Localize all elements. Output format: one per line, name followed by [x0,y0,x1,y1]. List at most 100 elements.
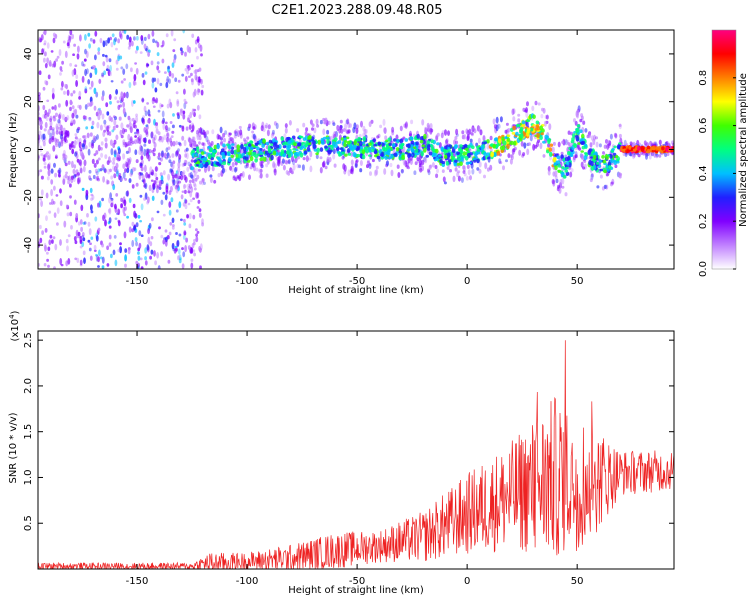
spectrogram-halo-blob [116,152,120,159]
spectrogram-noise-blob [74,257,78,261]
spectrogram-noise-blob [86,68,89,75]
spectrogram-halo-blob [534,100,538,106]
spectrogram-halo-blob [139,146,142,151]
spectrogram-core-blob [536,126,541,131]
spectrogram-noise-blob [190,258,194,262]
spectrogram-noise-blob [145,124,149,128]
spectrogram-noise-blob [53,212,57,219]
spectrogram-core-blob [291,135,296,140]
spectrogram-core-blob [399,138,404,144]
spectrogram-core-blob [244,156,249,161]
spectrogram-noise-blob [152,152,156,157]
spectrogram-noise-blob [58,103,61,108]
spectrogram-core-blob [603,169,607,174]
spectrogram-noise-blob [97,157,101,161]
spectrogram-noise-blob [112,125,116,131]
spectrogram-core-blob [651,149,656,153]
spectrogram-core-blob [565,161,570,166]
spectrogram-halo-blob [342,128,346,132]
spectrogram-halo-blob [122,139,126,145]
spectrogram-halo-blob [288,120,292,126]
spectrogram-noise-blob [135,113,139,118]
spectrogram-core-blob [454,159,458,163]
spectrogram-halo-blob [311,127,314,131]
spectrogram-halo-blob [193,181,196,187]
spectrogram-halo-blob [55,123,59,131]
spectrogram-halo-blob [107,168,111,175]
spectrogram-core-blob [236,144,240,150]
spectrogram-noise-blob [120,66,124,70]
spectrogram-core-blob [282,153,286,158]
spectrogram-noise-blob [49,120,53,127]
spectrogram-noise-blob [171,62,175,68]
spectrogram-noise-blob [154,87,158,93]
spectrogram-noise-blob [88,247,92,252]
spectrogram-halo-blob [436,132,440,137]
spectrogram-noise-blob [162,170,166,176]
spectrogram-noise-blob [128,36,132,43]
spectrogram-noise-blob [39,198,42,201]
spectrogram-noise-blob [168,190,172,196]
spectrogram-halo-blob [251,130,255,134]
spectrogram-halo-blob [207,165,211,172]
spectrogram-core-blob [233,149,237,155]
spectrogram-noise-blob [107,37,110,44]
spectrogram-halo-blob [435,173,439,179]
spectrogram-halo-blob [231,167,234,173]
spectrogram-halo-blob [161,120,165,125]
spectrogram-halo-blob [470,132,474,136]
spectrogram-noise-blob [126,215,129,219]
spectrogram-noise-blob [48,239,52,246]
spectrogram-halo-blob [454,136,458,140]
spectrogram-noise-blob [144,71,148,75]
spectrogram-halo-blob [341,156,345,160]
spectrogram-noise-blob [108,234,112,240]
spectrogram-noise-blob [114,259,118,267]
spectrogram-halo-blob [122,163,126,169]
spectrogram-noise-blob [71,148,75,155]
spectrogram-halo-blob [165,136,169,143]
spectrogram-noise-blob [87,32,91,37]
spectrogram-noise-blob [77,231,81,237]
spectrogram-core-blob [532,124,536,127]
spectrogram-core-blob [561,166,565,170]
spectrogram-halo-blob [629,141,633,146]
spectrogram-halo-blob [223,137,226,143]
spectrogram-core-blob [598,159,602,163]
spectrogram-noise-blob [81,75,85,83]
spectrogram-noise-blob [166,133,169,137]
spectrogram-core-blob [610,158,614,164]
spectrogram-noise-blob [92,174,96,180]
spectrogram-halo-blob [241,171,245,178]
spectrogram-noise-blob [163,237,167,240]
spectrogram-noise-blob [150,131,154,139]
spectrogram-halo-blob [613,132,617,138]
spectrogram-core-blob [565,166,569,170]
spectrogram-noise-blob [66,212,70,217]
colorbar-tick-label: 0.0 [698,261,709,277]
spectrogram-noise-blob [85,126,89,130]
spectrogram-noise-blob [143,36,147,42]
spectrogram-halo-blob [443,181,447,185]
spectrogram-noise-blob [116,170,119,177]
spectrogram-halo-blob [182,170,186,175]
spectrogram-halo-blob [304,131,308,137]
spectrogram-halo-blob [384,135,388,140]
spectrogram-halo-blob [50,168,54,174]
spectrogram-core-blob [532,114,536,119]
spectrogram-halo-blob [315,118,319,125]
spectrogram-halo-blob [504,129,508,134]
spectrogram-noise-blob [115,89,118,95]
spectrogram-halo-blob [99,147,103,151]
spectrogram-halo-blob [368,162,372,167]
spectrogram-noise-blob [80,204,84,211]
spectrogram-halo-blob [637,153,641,158]
spectrogram-halo-blob [138,149,142,156]
spectrogram-halo-blob [368,121,372,128]
spectrogram-core-blob [387,137,392,142]
spectrogram-halo-blob [526,148,530,156]
spectrogram-halo-blob [62,153,65,157]
snr-line-group [38,340,674,569]
